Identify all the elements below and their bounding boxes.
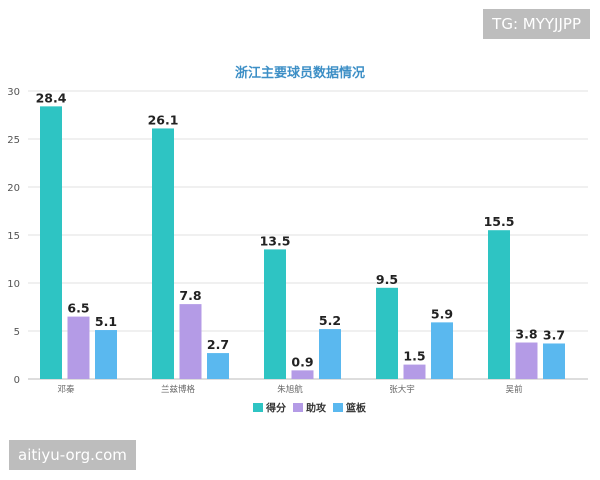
data-label: 15.5	[484, 214, 515, 229]
chart-title: 浙江主要球员数据情况	[235, 65, 365, 81]
bar	[152, 128, 174, 379]
y-tick-label: 15	[7, 231, 20, 242]
bar	[515, 342, 538, 379]
bar	[543, 343, 565, 379]
data-labels: 28.4 6.5 5.1 26.1 7.8 2.7 13.5 0.9 5.2 9.5 1.5 5.9 1…	[36, 90, 566, 369]
legend-label: 得分	[265, 402, 286, 415]
data-label: 7.8	[179, 288, 201, 303]
x-tick-label: 张大宇	[389, 384, 415, 395]
y-tick-label: 5	[14, 327, 20, 338]
y-tick-label: 20	[7, 183, 20, 194]
data-label: 3.8	[515, 327, 537, 342]
legend-swatch	[293, 403, 303, 412]
bars	[40, 106, 565, 380]
legend-label: 篮板	[345, 402, 367, 415]
data-label: 0.9	[291, 354, 313, 369]
legend: 得分 助攻 篮板	[253, 402, 367, 415]
data-label: 13.5	[260, 233, 291, 248]
bar	[179, 304, 202, 379]
bar	[95, 330, 117, 379]
bar	[264, 249, 286, 379]
data-label: 26.1	[148, 112, 179, 127]
legend-swatch	[253, 403, 263, 412]
x-tick-label: 兰兹博格	[161, 384, 196, 395]
bar	[207, 353, 229, 379]
bar	[403, 364, 426, 379]
grid-lines	[28, 90, 588, 380]
data-label: 6.5	[67, 301, 89, 316]
data-label: 5.2	[319, 313, 341, 328]
y-tick-label: 10	[7, 279, 20, 290]
bar	[488, 230, 510, 379]
y-tick-label: 25	[7, 135, 20, 146]
bar	[431, 322, 453, 379]
bar	[376, 287, 398, 379]
y-axis: 0 5 10 15 20 25 30	[7, 87, 20, 386]
data-label: 3.7	[543, 327, 565, 342]
data-label: 2.7	[207, 337, 229, 352]
x-tick-label: 朱旭航	[277, 384, 303, 395]
legend-swatch	[333, 403, 343, 412]
watermark-bottom: aitiyu-org.com	[9, 440, 136, 470]
watermark-top: TG: MYYJJPP	[483, 9, 590, 39]
x-axis: 邓秦 兰兹博格 朱旭航 张大宇 吴前	[57, 384, 523, 395]
data-label: 5.9	[431, 306, 453, 321]
x-tick-label: 邓秦	[57, 384, 75, 395]
y-tick-label: 30	[7, 87, 20, 98]
x-tick-label: 吴前	[505, 384, 523, 395]
y-tick-label: 0	[14, 375, 20, 386]
data-label: 9.5	[376, 272, 398, 287]
bar	[67, 316, 90, 379]
bar	[291, 370, 314, 379]
data-label: 28.4	[36, 90, 67, 105]
bar	[319, 329, 341, 379]
data-label: 1.5	[403, 349, 425, 364]
legend-label: 助攻	[306, 402, 327, 415]
bar	[40, 106, 62, 380]
data-label: 5.1	[95, 314, 117, 329]
